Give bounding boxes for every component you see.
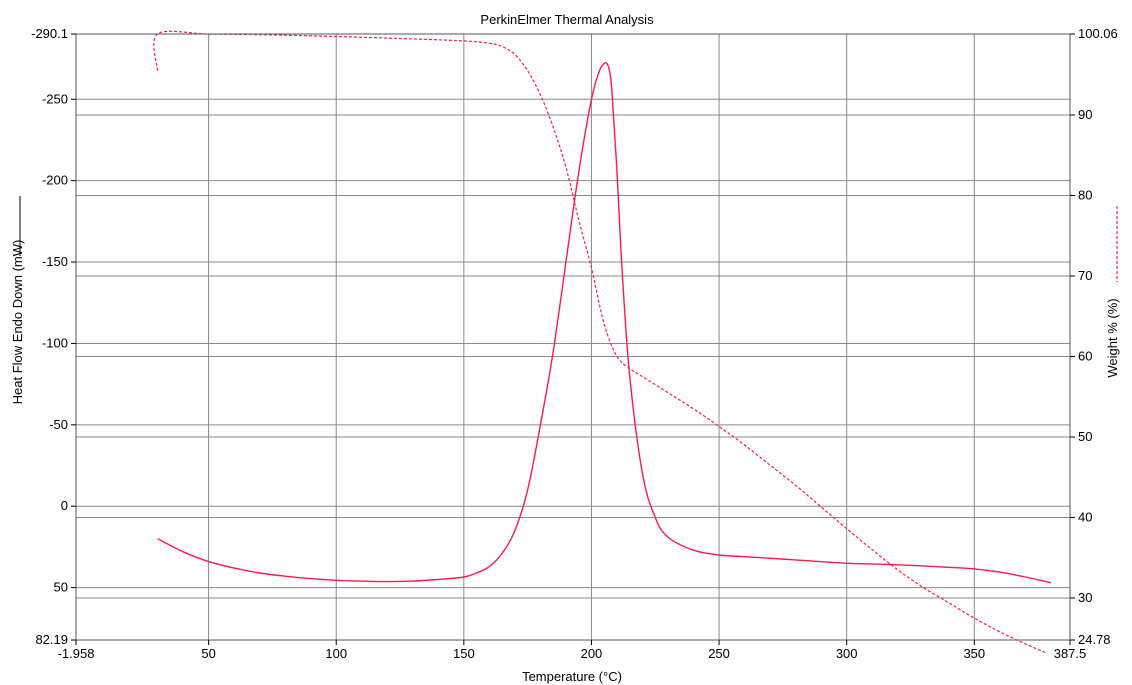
x-tick-label-3: 150 bbox=[453, 646, 475, 661]
y-right-tick-label-4: 60 bbox=[1078, 348, 1092, 363]
y-left-tick-label-1: -250 bbox=[42, 91, 68, 106]
x-tick-label-1: 50 bbox=[201, 646, 215, 661]
y-axis-right-label: Weight % (%) bbox=[1105, 298, 1120, 377]
chart-text: PerkinElmer Thermal Analysis Temperature… bbox=[10, 12, 1120, 684]
plot-frame bbox=[75, 33, 1071, 641]
y-right-tick-label-1: 90 bbox=[1078, 107, 1092, 122]
y-right-tick-label-7: 30 bbox=[1078, 590, 1092, 605]
y-left-tick-label-6: 0 bbox=[61, 498, 68, 513]
x-tick-label-4: 200 bbox=[581, 646, 603, 661]
series-line-heat-flow bbox=[157, 61, 1052, 584]
y-left-tick-label-8: 82.19 bbox=[35, 632, 68, 647]
x-tick-label-2: 100 bbox=[325, 646, 347, 661]
x-tick-label-6: 300 bbox=[836, 646, 858, 661]
x-tick-label-7: 350 bbox=[963, 646, 985, 661]
x-axis-label: Temperature (°C) bbox=[522, 669, 622, 684]
y-axis-left-label: Heat Flow Endo Down (mW) bbox=[10, 240, 25, 405]
y-left-tick-label-2: -200 bbox=[42, 173, 68, 188]
y-right-tick-label-6: 40 bbox=[1078, 509, 1092, 524]
y-right-tick-label-5: 50 bbox=[1078, 429, 1092, 444]
x-tick-label-8: 387.5 bbox=[1054, 646, 1087, 661]
y-right-tick-label-2: 80 bbox=[1078, 187, 1092, 202]
axes: -1.958 50 100 150 200 250 300 350 387.5-290.1-25… bbox=[31, 26, 1118, 661]
y-right-tick-label-8: 24.78 bbox=[1078, 632, 1111, 647]
y-right-tick-label-3: 70 bbox=[1078, 268, 1092, 283]
series-line-weight bbox=[153, 30, 1047, 654]
y-right-tick-label-0: 100.06 bbox=[1078, 26, 1118, 41]
chart-title: PerkinElmer Thermal Analysis bbox=[480, 12, 654, 27]
y-left-tick-label-0: -290.1 bbox=[31, 26, 68, 41]
y-left-tick-label-3: -150 bbox=[42, 254, 68, 269]
series-layer bbox=[153, 30, 1052, 654]
legend-markers bbox=[19, 196, 1118, 282]
y-left-tick-label-7: 50 bbox=[54, 580, 68, 595]
y-left-tick-label-4: -100 bbox=[42, 335, 68, 350]
x-tick-label-0: -1.958 bbox=[58, 646, 95, 661]
x-tick-label-5: 250 bbox=[708, 646, 730, 661]
grid-lines bbox=[76, 34, 1070, 640]
y-left-tick-label-5: -50 bbox=[49, 417, 68, 432]
